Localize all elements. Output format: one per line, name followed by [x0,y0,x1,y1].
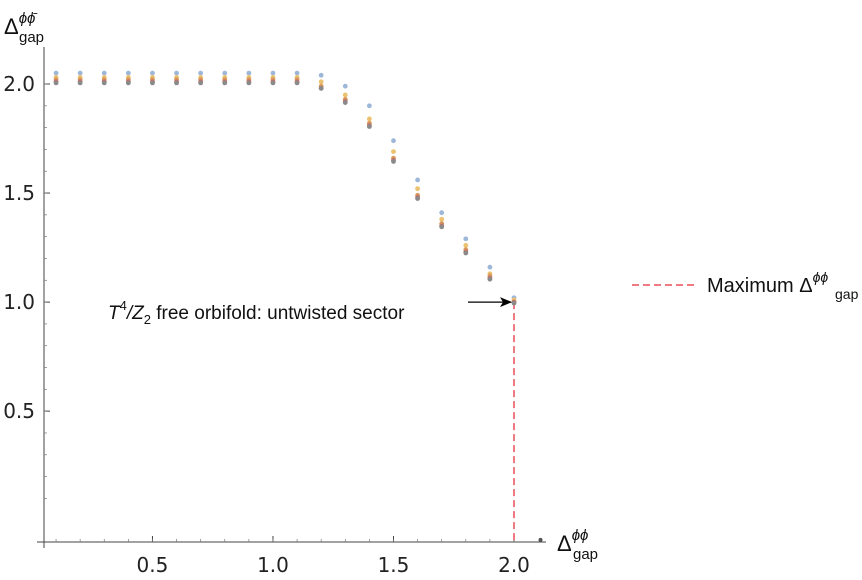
data-point [246,81,251,86]
data-point [271,81,276,86]
data-point [126,81,131,86]
data-point [246,71,251,76]
data-point [54,71,59,76]
data-point [463,251,468,256]
x-axis-label-sub: gap [573,546,598,563]
data-point [102,81,107,86]
data-point [222,81,227,86]
data-point [78,71,83,76]
annotation-part: /Z [125,303,145,324]
x-axis-label: Δϕϕ gap [557,527,598,563]
data-point [439,217,444,222]
y-ticks: 0.5 1.0 1.5 2.0 [3,72,50,498]
data-point [343,84,348,89]
data-point [415,178,420,183]
data-point [367,116,372,121]
data-point [198,71,203,76]
data-point [439,210,444,215]
annotation-part: 2 [144,312,151,327]
legend-label: Maximum Δϕϕgap [707,269,859,302]
data-point [343,93,348,98]
data-point [150,81,155,86]
data-point [463,236,468,241]
data-point [415,196,420,201]
x-tick-label: 0.5 [137,553,169,577]
y-tick-label: 0.5 [3,399,35,423]
legend-label-text: Maximum Δ [707,275,813,297]
data-point [319,86,324,91]
data-point [78,81,83,86]
data-point [391,138,396,143]
data-point [222,71,227,76]
data-point [487,265,492,270]
y-axis-label: Δϕϕ̄ gap [4,10,44,46]
data-point [439,224,444,229]
legend-label-sub: gap [835,286,859,302]
x-axis-label-sup: ϕϕ [572,527,589,544]
data-point [174,71,179,76]
legend-label-sup: ϕϕ [813,269,829,285]
data-point [415,186,420,191]
data-point [391,159,396,164]
y-axis-label-sub: gap [19,29,44,46]
data-point [102,71,107,76]
x-tick-label: 1.5 [378,553,410,577]
data-point [54,81,59,86]
annotation-part: 4 [120,298,127,313]
data-point [271,71,276,76]
data-point [126,71,131,76]
data-point [367,103,372,108]
data-point [295,81,300,86]
data-point [367,124,372,129]
y-tick-label: 2.0 [3,72,35,96]
data-point [319,73,324,78]
y-tick-label: 1.0 [3,290,35,314]
data-point [319,79,324,84]
y-axis-label-sup: ϕϕ̄ [19,10,39,27]
y-axis-label-base: Δ [4,14,19,39]
data-point [295,71,300,76]
data-point [512,301,517,306]
y-tick-label: 1.5 [3,181,35,205]
data-point [391,149,396,154]
x-tick-label: 2.0 [498,553,530,577]
legend: Maximum Δϕϕgap [632,269,859,302]
data-point [198,81,203,86]
data-point [463,243,468,248]
annotation-label: T4/Z2 free orbifold: untwisted sector [108,298,405,327]
data-point [487,277,492,282]
data-point [343,100,348,105]
x-tick-label: 1.0 [257,553,289,577]
annotation-part: free orbifold: untwisted sector [151,303,405,324]
data-point [174,81,179,86]
data-point [539,538,543,542]
data-point [150,71,155,76]
x-axis-label-base: Δ [557,531,572,556]
